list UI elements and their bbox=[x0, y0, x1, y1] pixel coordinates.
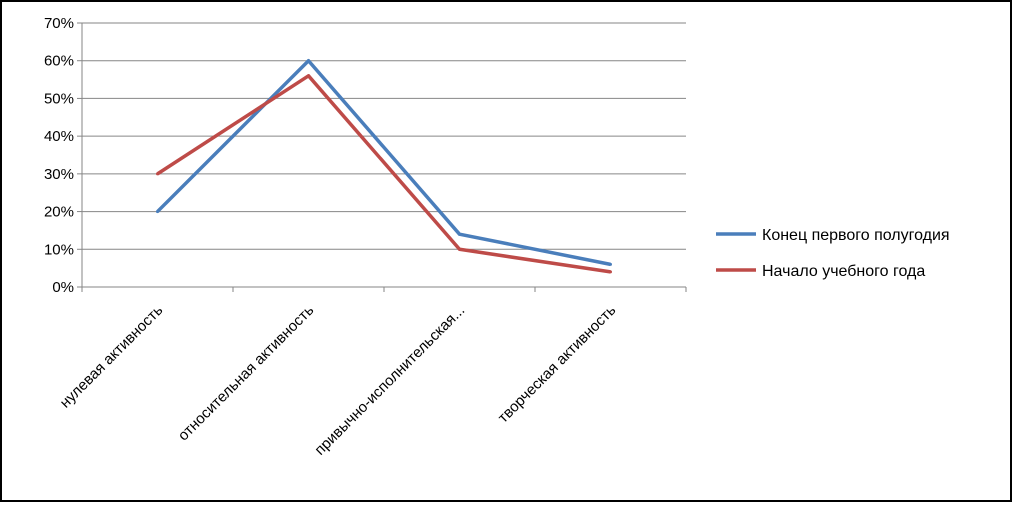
y-tick-label: 40% bbox=[44, 128, 74, 145]
y-tick-label: 30% bbox=[44, 166, 74, 183]
y-tick-label: 20% bbox=[44, 204, 74, 221]
series-line bbox=[156, 58, 611, 267]
y-tick-label: 10% bbox=[44, 241, 74, 258]
data-point bbox=[156, 210, 159, 214]
legend-entry: Конец первого полугодия bbox=[716, 227, 950, 244]
y-tick-label: 60% bbox=[44, 53, 74, 70]
legend-label: Конец первого полугодия bbox=[762, 227, 950, 244]
data-point bbox=[156, 172, 159, 176]
data-point bbox=[609, 262, 612, 266]
legend-label: Начало учебного года bbox=[762, 263, 925, 280]
series-2 bbox=[156, 74, 612, 274]
axes bbox=[77, 22, 687, 292]
y-tick-label: 50% bbox=[44, 90, 74, 107]
series-line bbox=[156, 74, 611, 274]
series-1 bbox=[156, 58, 612, 267]
data-point bbox=[458, 247, 461, 251]
y-axis-tick-labels: 0% 10% 20% 30% 40% 50% 60% 70% bbox=[44, 15, 74, 296]
legend-entry: Начало учебного года bbox=[716, 263, 925, 280]
series-group bbox=[156, 58, 612, 274]
gridlines bbox=[82, 22, 686, 250]
data-point bbox=[458, 232, 461, 236]
data-point bbox=[307, 59, 310, 63]
data-point bbox=[307, 74, 310, 78]
y-tick-label: 0% bbox=[52, 279, 74, 296]
legend: Конец первого полугодия Начало учебного г… bbox=[716, 227, 950, 280]
y-tick-label: 70% bbox=[44, 15, 74, 32]
data-point bbox=[609, 270, 612, 274]
